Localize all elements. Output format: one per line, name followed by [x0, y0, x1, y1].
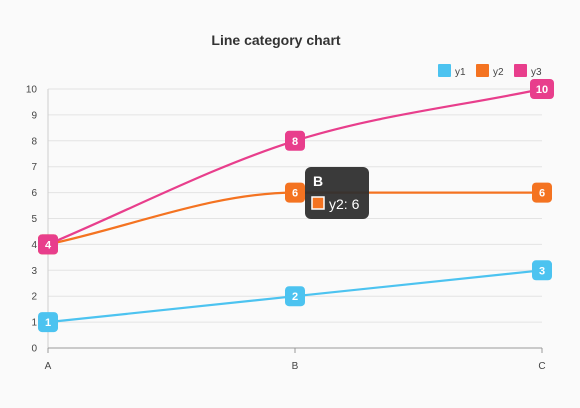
legend-swatch [438, 64, 451, 77]
data-label-text: 8 [292, 136, 298, 148]
data-label-text: 3 [539, 265, 545, 277]
data-label-text: 2 [292, 291, 298, 303]
data-label-box [530, 79, 554, 99]
data-label-y3: 4 [38, 234, 58, 255]
data-label-y1: 3 [532, 260, 552, 281]
y-tick-label: 0 [31, 344, 37, 355]
x-axis: A B C [45, 347, 546, 372]
data-labels: 1234664810 [38, 79, 554, 333]
legend-label: y3 [531, 67, 542, 78]
y-tick-label: 5 [31, 214, 37, 225]
legend: y1 y2 y3 [438, 64, 542, 78]
data-label-text: 1 [45, 317, 51, 329]
x-tick-label: C [538, 361, 545, 372]
chart-title: Line category chart [211, 32, 340, 48]
data-label-text: 6 [539, 188, 545, 200]
y-tick-label: 4 [31, 240, 37, 251]
tooltip-text: y2: 6 [329, 196, 360, 212]
data-label-y1: 1 [38, 312, 58, 333]
data-label-y2: 6 [285, 182, 305, 203]
data-label-box [285, 182, 305, 203]
data-label-box [38, 312, 58, 333]
data-label-y3: 8 [285, 130, 305, 151]
x-tick-label: B [292, 361, 299, 372]
legend-swatch [514, 64, 527, 77]
data-label-y1: 2 [285, 286, 305, 307]
y-tick-label: 6 [31, 188, 37, 199]
y-tick-label: 1 [31, 318, 37, 329]
legend-label: y2 [493, 67, 504, 78]
y-tick-label: 3 [31, 266, 37, 277]
data-label-text: 6 [292, 188, 298, 200]
tooltip-swatch [311, 196, 325, 210]
data-label-y3: 10 [530, 79, 554, 99]
data-label-text: 10 [536, 84, 548, 96]
data-label-box [532, 260, 552, 281]
data-label-y2: 6 [532, 182, 552, 203]
y-tick-label: 7 [31, 162, 37, 173]
tooltip-title: B [313, 173, 323, 189]
tooltip: B y2: 6 [305, 167, 369, 219]
legend-swatch [476, 64, 489, 77]
legend-item-y3: y3 [514, 64, 542, 78]
y-tick-label: 2 [31, 292, 37, 303]
legend-label: y1 [455, 67, 466, 78]
legend-item-y1: y1 [438, 64, 466, 78]
x-tick-label: A [45, 361, 52, 372]
data-label-box [285, 130, 305, 151]
y-axis: 0 1 2 3 4 5 6 7 8 9 10 [26, 85, 49, 355]
y-tick-label: 8 [31, 136, 37, 147]
legend-item-y2: y2 [476, 64, 504, 78]
y-tick-label: 10 [26, 85, 38, 96]
y-tick-label: 9 [31, 110, 37, 121]
data-label-text: 4 [45, 239, 52, 251]
data-label-box [532, 182, 552, 203]
grid [48, 88, 542, 349]
data-label-box [285, 286, 305, 307]
data-label-box [38, 234, 58, 255]
